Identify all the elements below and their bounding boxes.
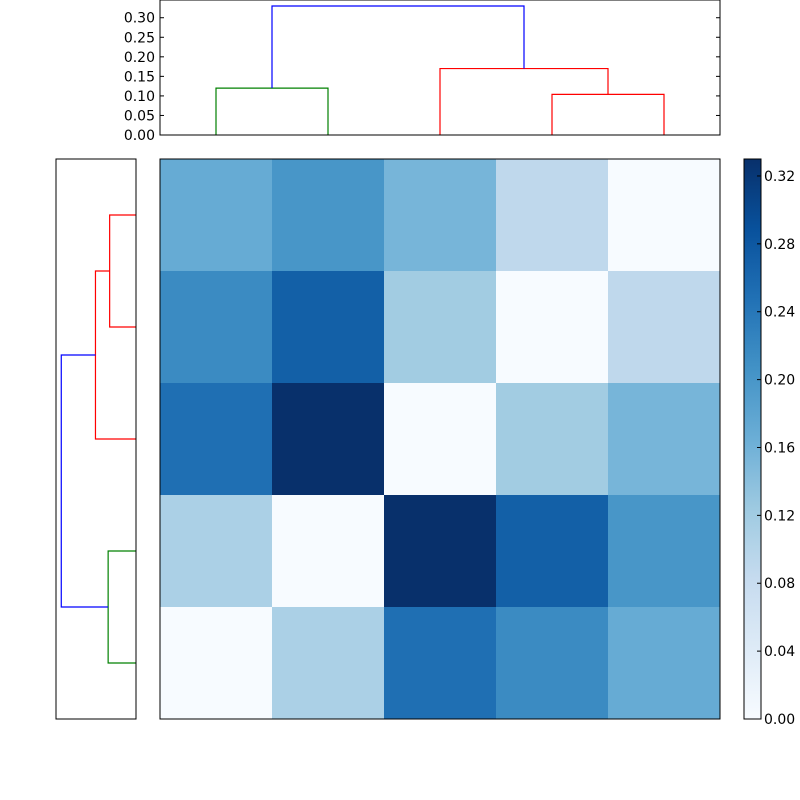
heatmap	[159, 158, 721, 720]
colorbar-tick-label: 0.00	[764, 712, 795, 728]
heatmap-cell	[272, 495, 385, 608]
top-dendrogram: 0.00 0.05 0.10 0.15 0.20 0.25 0.30	[124, 0, 721, 144]
top-dendrogram-frame	[159, 0, 721, 136]
dendrogram-link	[107, 550, 136, 664]
heatmap-cell	[496, 159, 609, 272]
dendrogram-link	[551, 93, 665, 135]
heatmap-cell	[384, 495, 497, 608]
colorbar-tick-label: 0.12	[764, 508, 795, 524]
heatmap-cell	[496, 383, 609, 496]
heatmap-cell	[384, 271, 497, 384]
heatmap-cell	[608, 383, 721, 496]
colorbar-frame	[743, 158, 762, 720]
y-tick-label: 0.05	[124, 108, 155, 124]
heatmap-cell	[272, 383, 385, 496]
heatmap-cell	[384, 159, 497, 272]
y-tick-label: 0.15	[124, 69, 155, 85]
heatmap-cell	[608, 607, 721, 720]
colorbar-tick-label: 0.08	[764, 576, 795, 592]
heatmap-cell	[496, 271, 609, 384]
dendrogram-link	[109, 214, 136, 328]
dendrogram-link	[94, 270, 136, 440]
heatmap-cell	[272, 271, 385, 384]
y-tick-label: 0.30	[124, 11, 155, 27]
heatmap-frame	[159, 158, 721, 720]
heatmap-cell	[160, 495, 273, 608]
heatmap-cell	[496, 607, 609, 720]
y-tick-label: 0.25	[124, 30, 155, 46]
heatmap-cell	[496, 495, 609, 608]
dendrogram-link	[439, 67, 609, 135]
heatmap-cell	[608, 159, 721, 272]
heatmap-cell	[160, 383, 273, 496]
heatmap-cell	[272, 607, 385, 720]
heatmap-cell	[160, 271, 273, 384]
heatmap-cell	[608, 271, 721, 384]
dendrogram-link	[271, 5, 525, 89]
left-dendrogram	[55, 158, 137, 720]
colorbar-tick-label: 0.16	[764, 440, 795, 456]
colorbar-gradient	[744, 159, 761, 719]
dendrogram-link	[60, 354, 109, 608]
y-tick-label: 0.10	[124, 89, 155, 105]
left-dendrogram-frame	[55, 158, 137, 720]
colorbar: 0.00 0.04 0.08 0.12 0.16 0.20 0.24 0.28 0.32	[743, 158, 795, 728]
heatmap-cell	[384, 383, 497, 496]
heatmap-cell	[160, 607, 273, 720]
y-tick-label: 0.00	[124, 128, 155, 144]
dendrogram-link	[215, 87, 329, 135]
colorbar-tick-label: 0.04	[764, 644, 795, 660]
colorbar-tick-label: 0.20	[764, 373, 795, 389]
heatmap-cell	[272, 159, 385, 272]
colorbar-tick-label: 0.28	[764, 237, 795, 253]
heatmap-cell	[384, 607, 497, 720]
y-tick-label: 0.20	[124, 50, 155, 66]
colorbar-tick-label: 0.24	[764, 305, 795, 321]
heatmap-cell	[160, 159, 273, 272]
colorbar-tick-label: 0.32	[764, 169, 795, 185]
heatmap-cell	[608, 495, 721, 608]
